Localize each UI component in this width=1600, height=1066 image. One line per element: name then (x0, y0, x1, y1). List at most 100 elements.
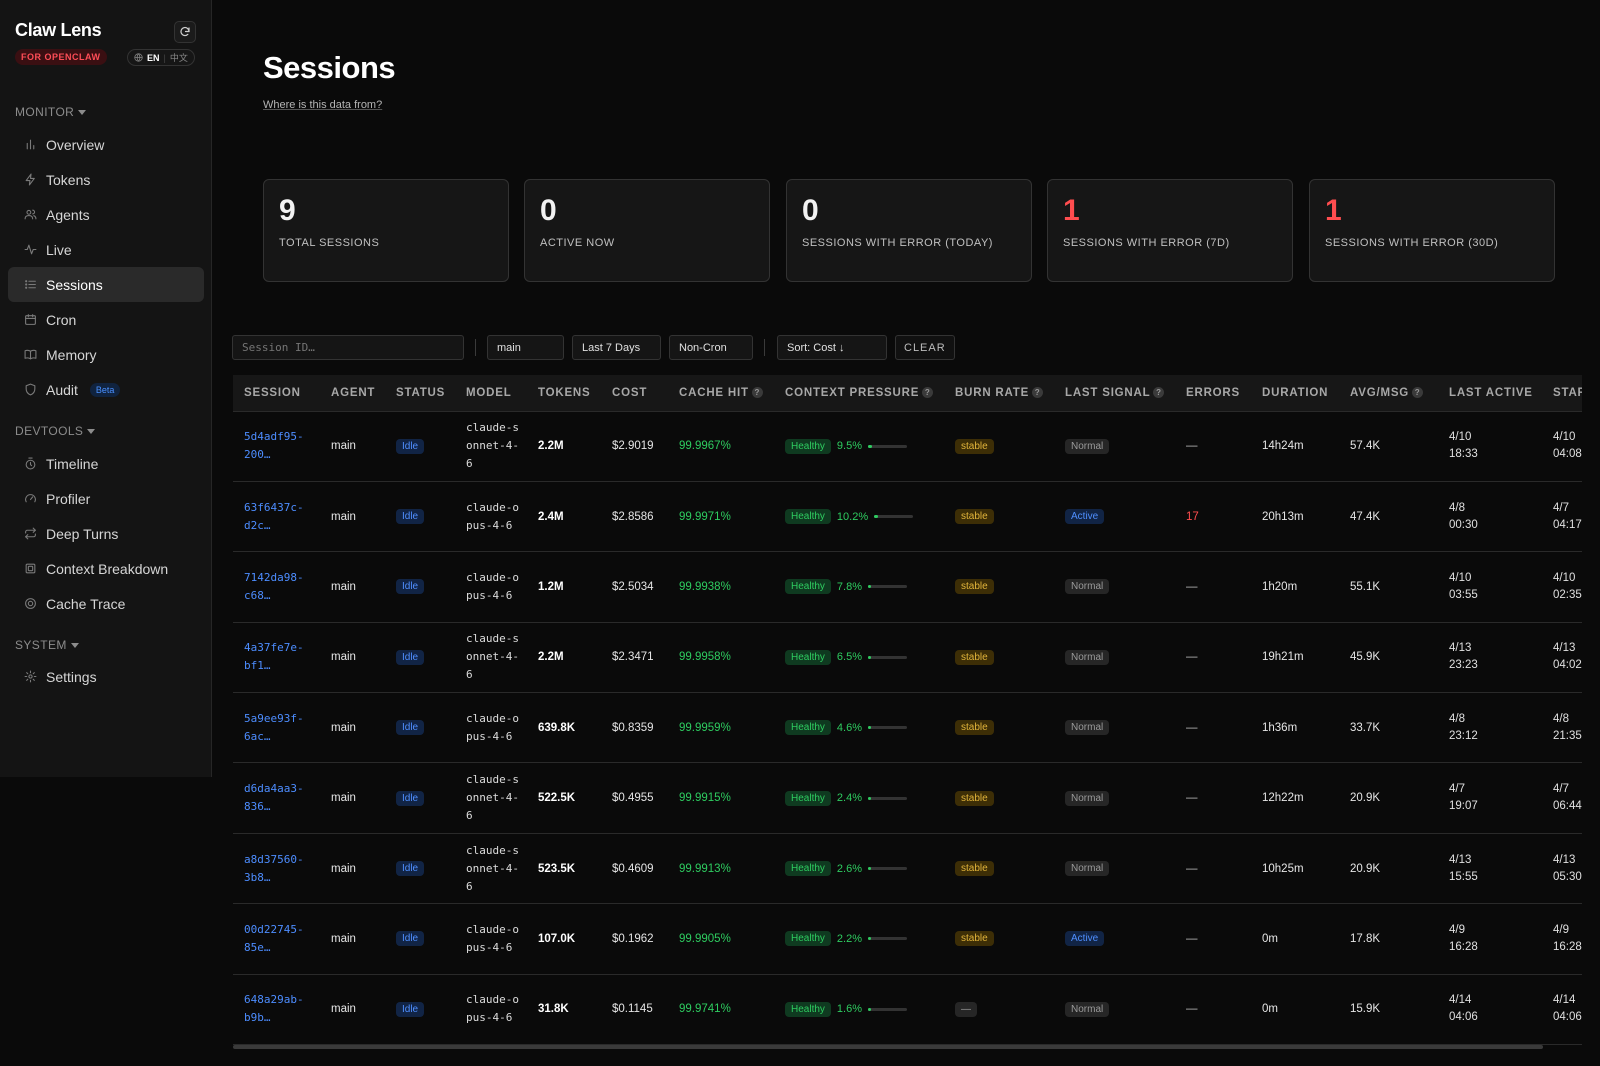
errors-cell: — (1175, 762, 1251, 834)
column-header[interactable]: CONTEXT PRESSURE? (774, 375, 944, 412)
column-header[interactable]: DURATION (1251, 375, 1339, 412)
language-toggle[interactable]: EN | 中文 (127, 49, 195, 66)
sidebar-item-profiler[interactable]: Profiler (8, 481, 204, 516)
last-signal-badge: Normal (1065, 720, 1110, 736)
context-percent: 2.6% (836, 862, 862, 875)
column-header[interactable]: COST (601, 375, 668, 412)
section-devtools[interactable]: DEVTOOLS (15, 424, 96, 438)
sidebar-item-audit[interactable]: Audit Beta (8, 372, 204, 407)
table-row[interactable]: 4a37fe7e-bf1… main Idle claude-sonnet-4-… (233, 622, 1582, 694)
status-badge: Idle (396, 790, 425, 806)
cron-filter-select[interactable]: Non-Cron (669, 335, 753, 360)
stat-value: 0 (540, 194, 557, 227)
model-name: claude-opus-4-6 (466, 711, 519, 743)
sidebar-item-timeline[interactable]: Timeline (8, 446, 204, 481)
session-id-link[interactable]: 5a9ee93f-6ac… (244, 711, 304, 743)
column-header[interactable]: ERRORS (1175, 375, 1251, 412)
help-icon[interactable]: ? (1032, 386, 1044, 398)
filter-divider (475, 339, 476, 356)
session-id-link[interactable]: 7142da98-c68… (244, 570, 304, 602)
context-percent: 10.2% (836, 510, 869, 523)
last-active-time: 04:06 (1449, 1011, 1478, 1024)
sidebar-item-cache-trace[interactable]: Cache Trace (8, 586, 204, 621)
sidebar-item-live[interactable]: Live (8, 232, 204, 267)
clear-filters-button[interactable]: CLEAR (895, 335, 955, 360)
column-header[interactable]: AGENT (320, 375, 385, 412)
last-active-date: 4/13 (1449, 853, 1472, 866)
sidebar-item-context-breakdown[interactable]: Context Breakdown (8, 551, 204, 586)
cache-hit-cell: 99.9915% (668, 762, 774, 834)
sidebar-item-cron[interactable]: Cron (8, 302, 204, 337)
sidebar-item-memory[interactable]: Memory (8, 337, 204, 372)
session-id-link[interactable]: 5d4adf95-200… (244, 430, 304, 462)
data-source-link[interactable]: Where is this data from? (263, 99, 383, 111)
table-row[interactable]: 63f6437c-d2c… main Idle claude-opus-4-6 … (233, 481, 1582, 553)
column-header[interactable]: CACHE HIT? (668, 375, 774, 412)
context-bar (867, 1007, 907, 1011)
column-header[interactable]: STARTED (1542, 375, 1582, 412)
context-pressure: Healthy 2.4% (785, 790, 944, 806)
session-id-link[interactable]: 4a37fe7e-bf1… (244, 641, 304, 673)
column-header[interactable]: LAST ACTIVE (1438, 375, 1542, 412)
column-header[interactable]: TOKENS (527, 375, 601, 412)
session-id-link[interactable]: 00d22745-85e… (244, 922, 304, 954)
table-row[interactable]: 7142da98-c68… main Idle claude-opus-4-6 … (233, 551, 1582, 623)
section-monitor[interactable]: MONITOR (15, 105, 87, 119)
column-header[interactable]: SESSION (233, 375, 320, 412)
errors-cell: 17 (1175, 481, 1251, 553)
calendar-icon (23, 313, 37, 327)
duration-cell: 12h22m (1251, 762, 1339, 834)
last-active-date: 4/10 (1449, 431, 1472, 444)
context-pressure: Healthy 9.5% (785, 438, 944, 454)
layers-icon (23, 562, 37, 576)
sidebar-item-overview[interactable]: Overview (8, 127, 204, 162)
started-time: 16:28 (1553, 940, 1582, 953)
sidebar-item-tokens[interactable]: Tokens (8, 162, 204, 197)
column-header[interactable]: AVG/MSG? (1339, 375, 1438, 412)
started-date: 4/7 (1553, 783, 1569, 796)
session-id-link[interactable]: 63f6437c-d2c… (244, 500, 304, 532)
last-active-cell: 4/13 15:55 (1449, 852, 1542, 886)
table-row[interactable]: 648a29ab-b9b… main Idle claude-opus-4-6 … (233, 974, 1582, 1045)
column-header[interactable]: LAST SIGNAL? (1054, 375, 1175, 412)
table-row[interactable]: 00d22745-85e… main Idle claude-opus-4-6 … (233, 903, 1582, 975)
session-id-input[interactable] (232, 335, 464, 360)
sidebar-item-deep-turns[interactable]: Deep Turns (8, 516, 204, 551)
errors-cell: — (1175, 551, 1251, 623)
help-icon[interactable]: ? (1412, 386, 1424, 398)
column-header[interactable]: MODEL (455, 375, 527, 412)
horizontal-scrollbar[interactable] (233, 1045, 1543, 1049)
timer-icon (23, 457, 37, 471)
cost-cell: $0.4955 (601, 762, 668, 834)
sidebar-item-settings[interactable]: Settings (8, 659, 204, 694)
bolt-icon (23, 173, 37, 187)
refresh-icon (180, 26, 190, 37)
session-id-link[interactable]: 648a29ab-b9b… (244, 993, 304, 1025)
help-icon[interactable]: ? (922, 386, 934, 398)
help-icon[interactable]: ? (1153, 386, 1165, 398)
tokens-cell: 107.0K (527, 903, 601, 975)
tokens-cell: 2.4M (527, 481, 601, 553)
bar-chart-icon (23, 138, 37, 152)
table-row[interactable]: a8d37560-3b8… main Idle claude-sonnet-4-… (233, 833, 1582, 905)
sidebar-item-agents[interactable]: Agents (8, 197, 204, 232)
session-id-link[interactable]: a8d37560-3b8… (244, 852, 304, 884)
sidebar-item-sessions[interactable]: Sessions (8, 267, 204, 302)
table-row[interactable]: d6da4aa3-836… main Idle claude-sonnet-4-… (233, 762, 1582, 834)
section-system[interactable]: SYSTEM (15, 638, 79, 652)
column-header-label: LAST ACTIVE (1449, 386, 1533, 399)
refresh-button[interactable] (174, 21, 196, 43)
table-row[interactable]: 5a9ee93f-6ac… main Idle claude-opus-4-6 … (233, 692, 1582, 764)
context-bar (867, 867, 907, 871)
lang-zh[interactable]: 中文 (169, 53, 188, 63)
table-row[interactable]: 5d4adf95-200… main Idle claude-sonnet-4-… (233, 411, 1582, 482)
session-id-link[interactable]: d6da4aa3-836… (244, 782, 304, 814)
date-range-select[interactable]: Last 7 Days (572, 335, 661, 360)
help-icon[interactable]: ? (751, 386, 763, 398)
column-header[interactable]: STATUS (385, 375, 455, 412)
cost-cell: $2.9019 (601, 411, 668, 482)
lang-en[interactable]: EN (147, 52, 160, 63)
agent-filter-select[interactable]: main (487, 335, 564, 360)
sort-select[interactable]: Sort: Cost ↓ (777, 335, 887, 360)
column-header[interactable]: BURN RATE? (944, 375, 1054, 412)
